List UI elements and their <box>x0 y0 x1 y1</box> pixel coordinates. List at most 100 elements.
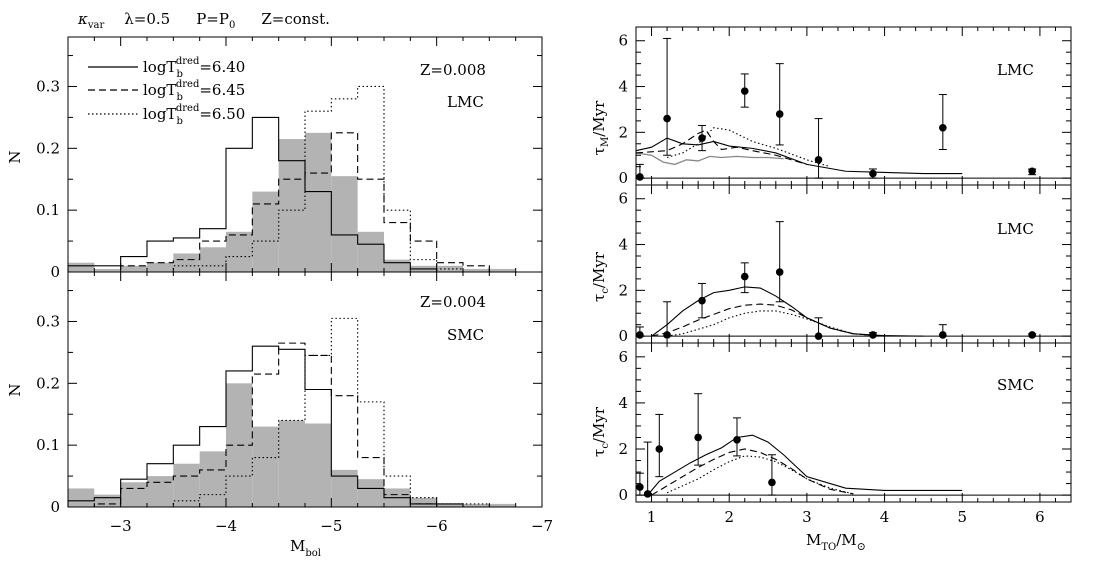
x-tick-label: −4 <box>215 517 237 535</box>
hist-bar-filled <box>173 463 200 507</box>
hist-bar-filled <box>252 191 279 272</box>
model-line-dashed <box>635 129 808 165</box>
panel-left-top: 0 0.1 0.2 0.3 N Z=0.008 LMC logTbdred=6.40 … <box>6 36 543 281</box>
hist-bar-filled <box>278 139 305 272</box>
legend-label-1: logTbdred=6.40 <box>143 56 245 80</box>
data-point <box>1028 167 1036 176</box>
hist-bar-filled <box>384 259 411 272</box>
panel-right-middle: 0 2 4 6 τc/Myr LMC <box>590 184 1072 345</box>
data-point <box>636 173 644 181</box>
hist-bar-filled <box>199 451 226 507</box>
panel-right-bottom: 0 2 4 6 1 2 3 4 5 6 τc/Myr SMC MTO/M⊙ <box>590 342 1072 553</box>
x-tick-label: 3 <box>802 508 812 526</box>
hist-bar-filled <box>173 253 200 272</box>
data-point <box>869 169 877 178</box>
hist-bar-filled <box>94 268 121 272</box>
y-tick-label: 0.3 <box>36 312 60 330</box>
y-tick-label: 6 <box>618 32 628 50</box>
model-line-dashed <box>651 448 854 496</box>
data-point <box>643 490 652 498</box>
y-tick-label: 0 <box>50 498 60 516</box>
hist-bar-filled <box>120 482 147 507</box>
data-point <box>775 110 784 118</box>
y-tick-label: 4 <box>618 236 628 254</box>
panel-right-top: 0 2 4 6 τM/Myr LMC <box>590 26 1072 187</box>
hist-bar-filled <box>305 132 332 272</box>
right-middle-ticks: 0 2 4 6 <box>618 185 1071 345</box>
hist-step-dashed <box>68 342 516 508</box>
y-tick-label: 0.1 <box>36 201 60 219</box>
hist-step-solid <box>67 116 516 273</box>
data-point <box>698 296 706 305</box>
data-point <box>939 331 947 339</box>
data-point <box>636 331 644 339</box>
right-middle-marks <box>635 221 1071 340</box>
left-bottom-marks <box>67 317 516 508</box>
left-top-ylabel: N <box>6 150 24 163</box>
hist-bar-filled <box>94 494 121 507</box>
y-tick-label: 0 <box>618 486 628 504</box>
model-line-solid <box>651 286 924 337</box>
hist-bar-filled <box>120 265 147 272</box>
x-tick-label: 2 <box>724 508 734 526</box>
hist-bar-filled <box>331 176 358 272</box>
left-top-ticks: 0 0.1 0.2 0.3 <box>36 37 543 281</box>
model-line-solid <box>635 137 963 175</box>
data-point <box>733 435 741 444</box>
y-tick-label: 2 <box>618 123 628 141</box>
hist-bar-filled <box>226 231 253 272</box>
right-top-frame <box>635 26 1072 186</box>
y-tick-label: 2 <box>618 281 628 299</box>
right-top-ylabel: τM/Myr <box>590 100 611 155</box>
y-tick-label: 0 <box>50 263 60 281</box>
hist-bar-filled <box>436 265 463 272</box>
data-point <box>698 134 706 142</box>
x-tick-label: −3 <box>110 517 132 535</box>
data-point <box>655 445 664 453</box>
hist-bar-filled <box>278 420 305 507</box>
right-bottom-frame <box>635 342 1072 503</box>
y-tick-label: 2 <box>618 440 628 458</box>
legend-label-2: logTbdred=6.45 <box>143 79 245 103</box>
hist-bar-filled <box>199 247 226 272</box>
x-tick-label: 1 <box>647 508 657 526</box>
right-bottom-marks <box>635 393 1071 498</box>
y-tick-label: 0 <box>618 169 628 187</box>
data-point <box>663 114 671 123</box>
model-line-solid <box>647 434 963 496</box>
hist-bar-filled <box>463 268 490 272</box>
right-middle-ylabel: τc/Myr <box>590 251 611 302</box>
hist-bar-filled <box>410 497 437 507</box>
left-xlabel: Mbol <box>290 537 321 559</box>
x-tick-label: −6 <box>426 517 448 535</box>
data-point <box>663 331 671 339</box>
right-top-marks <box>635 37 1071 181</box>
left-bottom-ticks: 0 0.1 0.2 0.3 −3 −4 −5 −6 −7 <box>36 272 553 535</box>
hist-bar-filled <box>331 469 358 507</box>
data-point <box>775 268 784 276</box>
right-bottom-ticks: 0 2 4 6 1 2 3 4 5 6 <box>618 343 1071 526</box>
header-params: κvar λ=0.5 P=P0 Z=const. <box>77 10 330 31</box>
hist-bar-filled <box>489 503 516 507</box>
left-top-marks <box>67 85 516 273</box>
model-line-dotted <box>666 127 831 168</box>
data-point <box>869 331 877 339</box>
y-tick-label: 4 <box>618 78 628 96</box>
y-tick-label: 6 <box>618 190 628 208</box>
x-tick-label: 4 <box>880 508 890 526</box>
hist-bar-filled <box>357 231 384 272</box>
data-point <box>740 87 749 95</box>
data-point <box>814 156 823 164</box>
left-bottom-ylabel: N <box>6 383 24 396</box>
data-point <box>694 433 702 442</box>
left-top-annotation-z: Z=0.008 <box>420 61 486 79</box>
y-tick-label: 0.2 <box>36 139 60 157</box>
hist-bar-filled <box>147 476 174 507</box>
x-tick-label: −7 <box>531 517 553 535</box>
right-top-annotation: LMC <box>997 61 1034 79</box>
x-tick-label: 6 <box>1035 508 1045 526</box>
hist-step-dashed <box>68 132 516 273</box>
hist-bar-filled <box>463 503 490 507</box>
legend-label-3: logTbdred=6.50 <box>143 103 245 127</box>
